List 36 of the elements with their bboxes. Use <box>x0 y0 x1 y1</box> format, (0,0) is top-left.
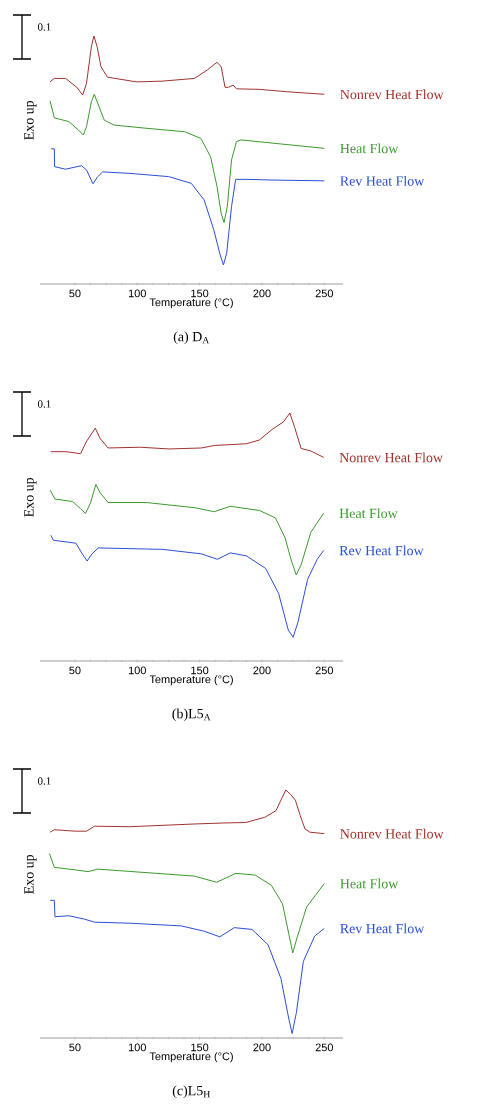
x-axis-title: Temperature (°C) <box>149 1052 233 1063</box>
x-tick-label: 250 <box>315 1043 333 1052</box>
y-axis-title: Exo up <box>24 477 37 517</box>
text: 0.1 <box>37 23 51 31</box>
series-label: Rev Heat Flow <box>340 923 425 934</box>
series-label: Nonrev Heat Flow <box>339 452 443 463</box>
series-label: Rev Heat Flow <box>340 175 425 186</box>
series-label: Heat Flow <box>339 508 398 519</box>
x-tick-label: 100 <box>128 289 146 298</box>
x-axis-title: Temperature (°C) <box>149 675 233 686</box>
y-axis-title: Exo up <box>24 100 37 140</box>
x-tick-label: 150 <box>191 289 209 298</box>
text: 0.1 <box>37 400 51 408</box>
series-label: Nonrev Heat Flow <box>340 828 444 839</box>
text: 0.1 <box>37 777 51 785</box>
text: (c)L5$_{H}$ <box>172 1085 210 1099</box>
y-axis-title: Exo up <box>24 854 37 894</box>
x-tick-label: 150 <box>191 666 209 675</box>
x-tick-label: 200 <box>253 1043 271 1052</box>
x-tick-label: 100 <box>128 666 146 675</box>
x-tick-label: 150 <box>191 1043 209 1052</box>
x-tick-label: 50 <box>69 289 81 298</box>
series-label: Heat Flow <box>340 878 399 889</box>
series-label: Nonrev Heat Flow <box>340 89 444 100</box>
x-tick-label: 200 <box>253 666 271 675</box>
x-tick-label: 200 <box>253 289 271 298</box>
text: (b)L5$_{A}$ <box>172 708 211 722</box>
x-tick-label: 250 <box>315 666 333 675</box>
x-tick-label: 100 <box>128 1043 146 1052</box>
x-tick-label: 50 <box>69 666 81 675</box>
text: (a) D$_{A}$ <box>173 331 210 345</box>
series-label: Rev Heat Flow <box>339 545 424 556</box>
x-tick-label: 250 <box>315 289 333 298</box>
series-label: Heat Flow <box>340 143 399 154</box>
x-tick-label: 50 <box>69 1043 81 1052</box>
x-axis-title: Temperature (°C) <box>149 298 233 309</box>
